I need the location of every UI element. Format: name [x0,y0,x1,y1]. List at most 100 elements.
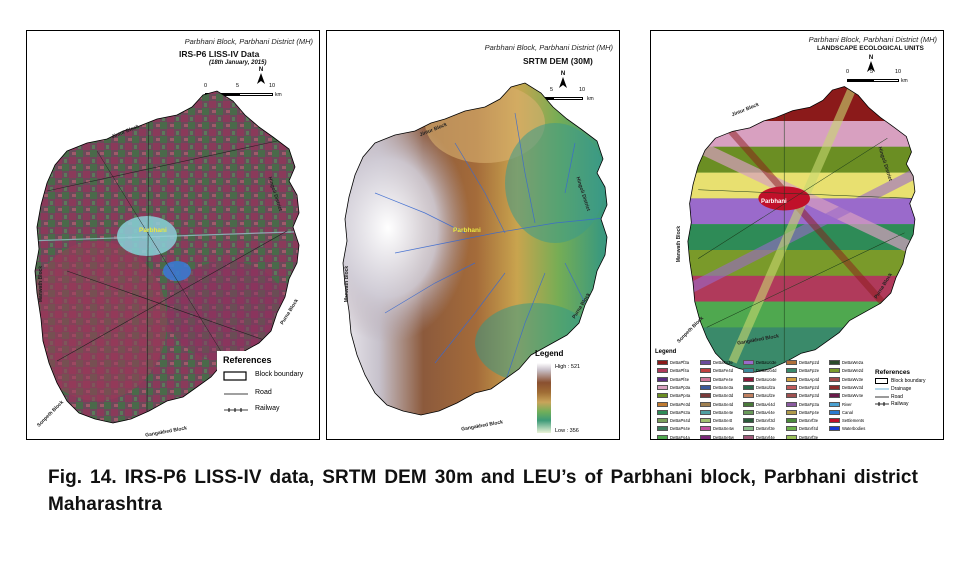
leu-legend-item: DeBaVf4d [786,425,834,433]
legend-swatch [743,434,754,439]
legend-swatch [829,368,840,374]
leu-legend-item: DeBaSe4d [700,401,748,409]
leu-legend-item: DeBaPf4a [657,367,705,375]
legend-label: DeBaWv4e [842,393,864,399]
legend-swatch [829,384,840,390]
leu-legend-item: DeBaFe4e [700,376,748,384]
leu-legend-item: DeBaWv4e [829,392,877,400]
legend-swatch [829,360,840,365]
legend-label: DeBaSe5w [713,434,734,440]
legend-swatch [786,418,797,424]
legend-label: Canal [842,409,853,415]
legend-swatch [829,426,840,432]
elevation-gradient [537,363,551,433]
north-arrow-icon: N [255,67,267,87]
legend-swatch [657,434,668,439]
leu-legend-item: DeBaUl2e [743,392,791,400]
legend-label: DeBaWe2a [842,360,864,365]
ref-railway: Railway [875,401,909,407]
leu-legend-item: DeBaVl4e [743,434,791,440]
legend-swatch [743,426,754,432]
legend-swatch [657,426,668,432]
legend-swatch [700,360,711,365]
legend-swatch [829,376,840,382]
legend-label: DeBaPp4a [670,393,691,399]
legend-label: DeBaWe2d [842,368,864,374]
legend-swatch [829,409,840,415]
leu-legend-item: DeBaFp3d [786,392,834,400]
legend-swatch [700,384,711,390]
dem-legend: Legend High : 521 Low : 356 [535,349,581,434]
legend-label: DeBaPf4e [670,376,690,382]
legend-swatch [700,426,711,432]
ref-block-boundary: Block boundary [223,371,313,381]
legend-label: Settlements [842,418,865,424]
liss-iv-panel: Parbhani Block, Parbhani District (MH) I… [26,30,320,440]
leu-legend-item: DeBaVf3e [786,417,834,425]
legend-swatch [786,368,797,374]
leu-legend-item: DeBaUl2a [743,384,791,392]
legend-label: DeBaPs4e [670,426,691,432]
neighbor-left: Manwath Block [38,265,45,303]
legend-swatch [786,384,797,390]
legend-label: DeBaFp3d [799,393,820,399]
legend-swatch [786,360,797,365]
legend-swatch [657,384,668,390]
legend-swatch [700,368,711,374]
panel-title: LANDSCAPE ECOLOGICAL UNITS [817,45,924,52]
legend-swatch [700,409,711,415]
legend-label: DeBaUo4d [756,368,777,374]
legend-swatch [829,418,840,424]
legend-label: DeBaWv3d [842,384,864,390]
legend-label: DeBaFs3e [713,360,733,365]
legend-label: DeBaFp2d [799,360,820,365]
leu-legend-item: DeBaAl4e [743,409,791,417]
leu-legend-item: DeBaVl3e [743,425,791,433]
leu-legend-item: DeBaUo3e [743,359,791,367]
legend-label: DeBaAl4e [756,409,775,415]
north-arrow-icon: N [557,71,569,91]
legend-label: DeBaFp3a [799,401,820,407]
legend-swatch [786,401,797,407]
legend-label: DeBaSe4t [713,418,733,424]
legend-swatch [829,401,840,407]
legend-label: DeBaVf3e [799,418,819,424]
legend-label: DeBaUl2a [756,384,776,390]
leu-references: References Block boundary Drainage Road … [873,369,943,409]
legend-swatch [657,376,668,382]
leu-panel: Parbhani Block, Parbhani District (MH) L… [650,30,944,440]
legend-swatch [743,360,754,365]
dem-map [342,82,608,416]
leu-legend-item: DeBaFp2e [786,367,834,375]
leu-legend-item: DeBaSe4w [700,425,748,433]
legend-label: DeBaFp2d [799,384,820,390]
leu-legend-item: DeBaSe5w [700,434,748,440]
panel-title: SRTM DEM (30M) [523,56,593,66]
srtm-dem-panel: Parbhani Block, Parbhani District (MH) S… [326,30,620,440]
leu-legend-item: DeBaWe2d [829,367,877,375]
legend-label: DeBaSe3d [713,393,734,399]
legend-swatch [743,409,754,415]
ref-block-boundary: Block boundary [875,378,943,385]
leu-legend-item: DeBaPs3a [657,409,705,417]
leu-legend-item: DeBaFe4d [700,367,748,375]
legend-label: DeBaVl4e [756,434,775,440]
legend-label: River [842,401,852,407]
legend-swatch [786,393,797,399]
town-label: Parbhani [761,199,787,205]
leu-legend-item: DeBaUo4d [743,367,791,375]
north-arrow-icon: N [865,55,877,75]
legend-swatch [829,393,840,399]
ref-railway: Railway [224,405,280,412]
legend-label: DeBaPp3a [670,384,691,390]
ref-road: Road [224,389,272,396]
legend-label: DeBaPe3d [670,401,691,407]
legend-swatch [743,401,754,407]
legend-label: DeBaFp4e [799,409,820,415]
leu-legend-item: DeBaPp4a [657,392,705,400]
legend-swatch [657,368,668,374]
legend-label: DeBaAl4d [756,401,775,407]
legend-swatch [657,409,668,415]
legend-label: DeBaVl3d [756,418,775,424]
figure-caption: Fig. 14. IRS-P6 LISS-IV data, SRTM DEM 3… [48,467,918,515]
